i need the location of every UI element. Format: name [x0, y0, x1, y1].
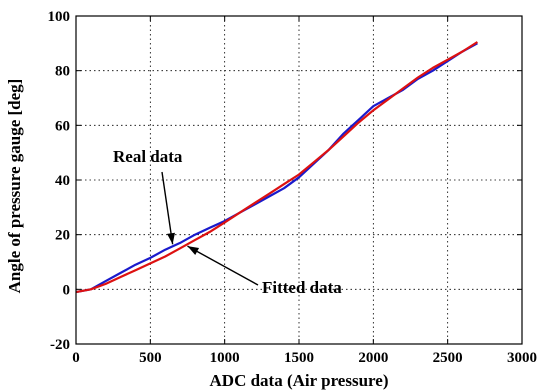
y-tick-label: 100 [48, 9, 71, 25]
y-tick-label: 0 [63, 282, 71, 298]
x-tick-label: 500 [139, 350, 162, 366]
x-tick-label: 1500 [284, 350, 314, 366]
series-line-real-data [75, 42, 478, 294]
arrow-real-data [161, 171, 175, 245]
grid [76, 16, 522, 344]
x-tick-label: 2500 [433, 350, 463, 366]
x-tick-label: 3000 [507, 350, 537, 366]
x-axis-label: ADC data (Air pressure) [210, 371, 389, 390]
annotation-real-data: Real data [113, 147, 183, 166]
y-tick-label: 80 [55, 64, 70, 80]
x-tick-label: 0 [72, 350, 80, 366]
x-tick-label: 2000 [358, 350, 388, 366]
annotations: Real data Fitted data [113, 147, 342, 297]
x-tick-label: 1000 [210, 350, 240, 366]
series-line-fitted-data [75, 41, 478, 294]
y-axis-label: Angle of pressure gauge [deg] [5, 79, 24, 294]
y-tick-label: 40 [55, 173, 70, 189]
series-lines [75, 41, 478, 294]
y-tick-label: 60 [55, 118, 70, 134]
arrow-fitted-data [187, 245, 259, 286]
y-tick-label: -20 [50, 337, 70, 353]
annotation-fitted-data: Fitted data [262, 278, 342, 297]
y-tick-label: 20 [55, 228, 70, 244]
